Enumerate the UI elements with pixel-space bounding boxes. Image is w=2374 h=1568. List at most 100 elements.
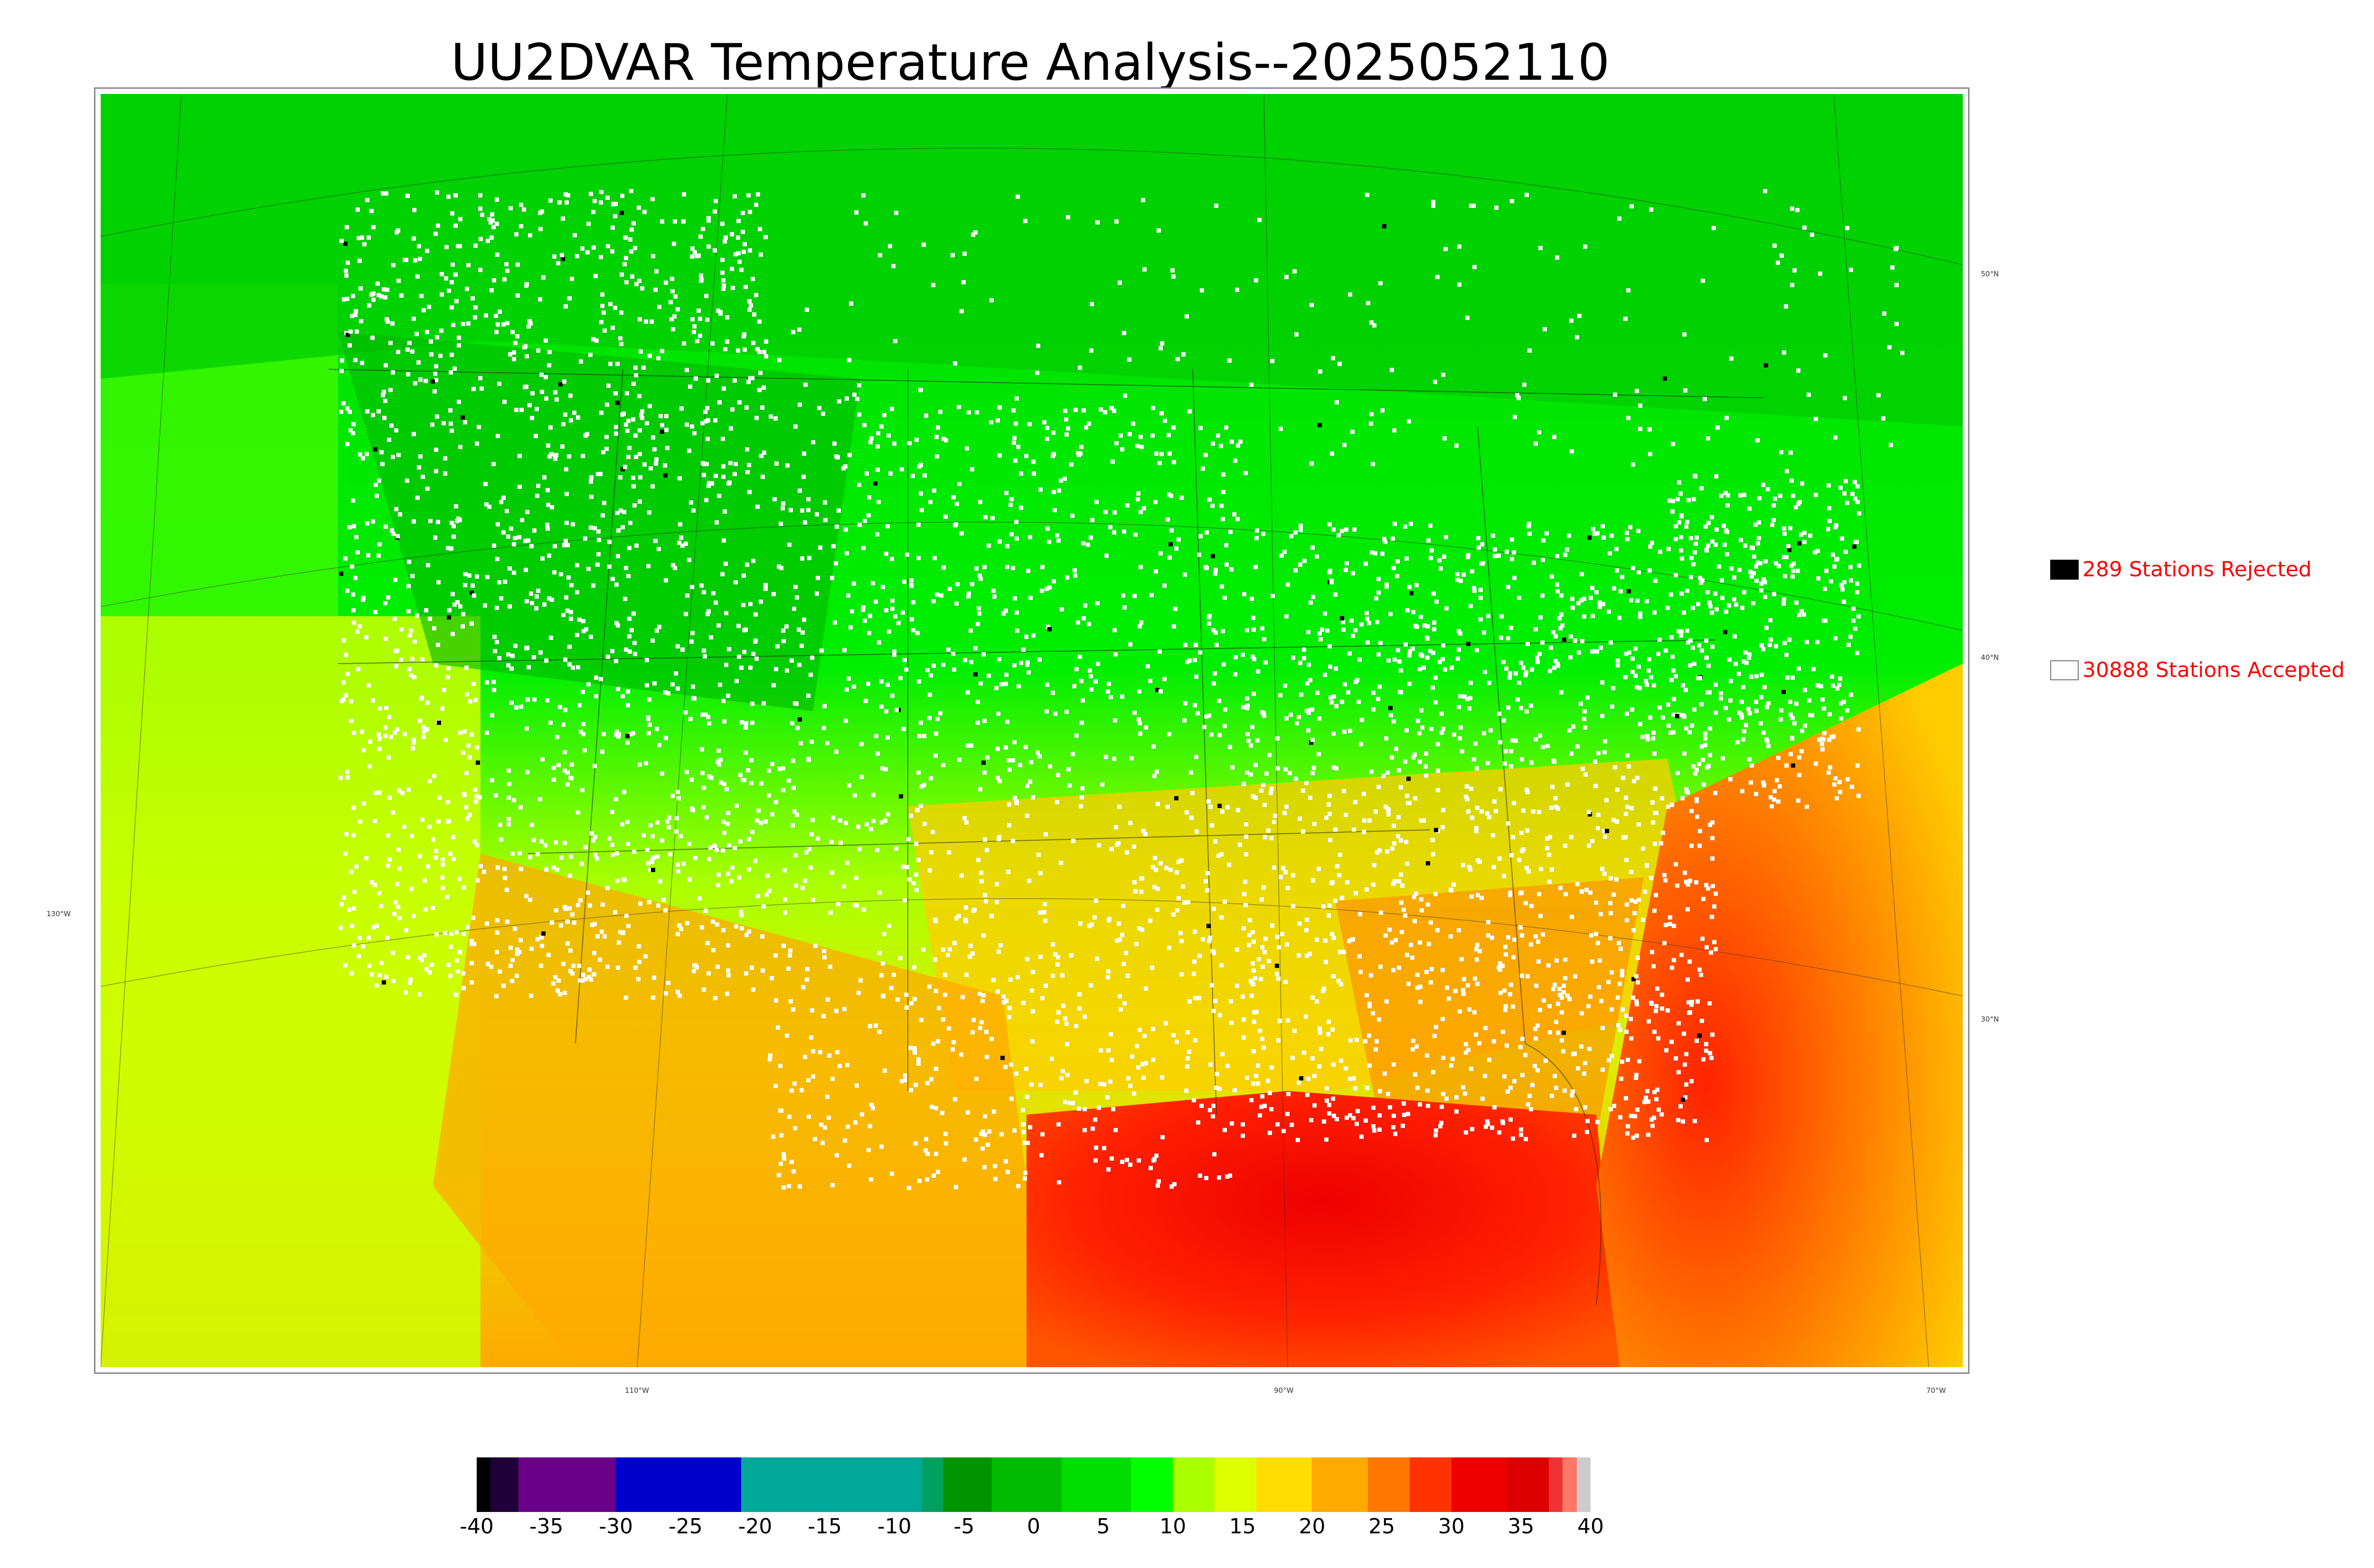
accepted-station-marker <box>705 815 709 819</box>
accepted-station-marker <box>1440 712 1444 716</box>
accepted-station-marker <box>1710 836 1715 840</box>
accepted-station-marker <box>1108 525 1112 529</box>
accepted-station-marker <box>1006 870 1010 874</box>
accepted-station-marker <box>779 1133 783 1137</box>
accepted-station-marker <box>379 904 383 908</box>
accepted-station-marker <box>446 546 450 550</box>
accepted-station-marker <box>387 796 392 800</box>
accepted-station-marker <box>1454 1109 1459 1114</box>
accepted-station-marker <box>1130 756 1134 761</box>
accepted-station-marker <box>561 216 565 221</box>
accepted-station-marker <box>996 776 1000 780</box>
accepted-station-marker <box>1668 731 1673 735</box>
accepted-station-marker <box>1341 620 1345 624</box>
accepted-station-marker <box>1076 451 1080 455</box>
accepted-station-marker <box>946 648 951 652</box>
accepted-station-marker <box>1338 362 1342 366</box>
accepted-station-marker <box>798 1184 802 1189</box>
accepted-station-marker <box>779 566 783 570</box>
accepted-station-marker <box>703 654 707 658</box>
accepted-station-marker <box>1645 1089 1649 1093</box>
accepted-station-marker <box>1527 522 1531 526</box>
accepted-station-marker <box>1419 708 1423 713</box>
accepted-station-marker <box>1695 797 1699 801</box>
accepted-station-marker <box>1323 673 1327 677</box>
accepted-station-marker <box>1358 912 1362 916</box>
accepted-station-marker <box>1509 764 1513 769</box>
accepted-station-marker <box>676 790 680 794</box>
accepted-station-marker <box>356 667 360 671</box>
accepted-station-marker <box>616 623 620 628</box>
colorbar-tick-label: -30 <box>599 1514 633 1539</box>
accepted-station-marker <box>715 520 719 525</box>
accepted-station-marker <box>951 253 955 257</box>
accepted-station-marker <box>351 431 355 435</box>
accepted-station-marker <box>343 963 348 967</box>
accepted-station-marker <box>1792 268 1797 272</box>
accepted-station-marker <box>1500 964 1505 968</box>
accepted-station-marker <box>881 961 885 966</box>
accepted-station-marker <box>715 848 719 852</box>
accepted-station-marker <box>834 1009 838 1013</box>
accepted-station-marker <box>1554 796 1558 800</box>
accepted-station-marker <box>1512 801 1516 805</box>
accepted-station-marker <box>680 544 685 548</box>
accepted-station-marker <box>747 308 752 312</box>
accepted-station-marker <box>1233 459 1237 463</box>
accepted-station-marker <box>1598 605 1602 609</box>
accepted-station-marker <box>1156 887 1160 891</box>
accepted-station-marker <box>1211 628 1215 632</box>
accepted-station-marker <box>1695 1039 1699 1043</box>
accepted-station-marker <box>1785 676 1790 680</box>
accepted-station-marker <box>1357 657 1362 662</box>
accepted-station-marker <box>760 934 764 939</box>
accepted-station-marker <box>1001 611 1006 616</box>
accepted-station-marker <box>733 378 737 383</box>
accepted-station-marker <box>941 763 945 767</box>
accepted-station-marker <box>999 1132 1004 1136</box>
accepted-station-marker <box>979 681 983 685</box>
accepted-station-marker <box>595 856 599 861</box>
accepted-station-marker <box>1828 765 1832 770</box>
accepted-station-marker <box>624 566 628 570</box>
accepted-station-marker <box>1378 641 1383 645</box>
accepted-station-marker <box>575 563 579 567</box>
accepted-station-marker <box>1025 784 1029 788</box>
accepted-station-marker <box>713 418 717 423</box>
accepted-station-marker <box>584 977 588 981</box>
accepted-station-marker <box>800 508 804 513</box>
colorbar-tick-label: 40 <box>1577 1514 1604 1539</box>
accepted-station-marker <box>785 668 789 673</box>
accepted-station-marker <box>1125 1158 1129 1162</box>
accepted-station-marker <box>1098 1082 1102 1086</box>
accepted-station-marker <box>898 676 903 680</box>
accepted-station-marker <box>1186 1030 1190 1034</box>
accepted-station-marker <box>1011 839 1015 843</box>
accepted-station-marker <box>1012 1128 1017 1133</box>
accepted-station-marker <box>742 250 746 254</box>
accepted-station-marker <box>461 624 465 629</box>
accepted-station-marker <box>1739 713 1743 717</box>
accepted-station-marker <box>339 369 344 373</box>
accepted-station-marker <box>738 773 743 777</box>
accepted-station-marker <box>1797 667 1801 671</box>
accepted-station-marker <box>1449 1063 1453 1068</box>
accepted-station-marker <box>1481 561 1485 565</box>
accepted-station-marker <box>1807 393 1811 397</box>
accepted-station-marker <box>829 911 833 915</box>
accepted-station-marker <box>406 372 410 376</box>
accepted-station-marker <box>1441 1017 1445 1021</box>
accepted-station-marker <box>1552 435 1556 439</box>
accepted-station-marker <box>1061 1069 1065 1073</box>
colorbar-segment <box>616 1457 742 1512</box>
accepted-station-marker <box>1674 537 1678 541</box>
accepted-station-marker <box>1205 888 1209 892</box>
accepted-station-marker <box>1791 494 1795 498</box>
accepted-station-marker <box>1482 731 1486 735</box>
accepted-station-marker <box>1498 967 1502 972</box>
accepted-station-marker <box>561 422 565 426</box>
accepted-station-marker <box>1519 1133 1523 1137</box>
accepted-station-marker <box>454 504 458 508</box>
accepted-station-marker <box>1550 785 1554 789</box>
accepted-station-marker <box>857 847 862 851</box>
